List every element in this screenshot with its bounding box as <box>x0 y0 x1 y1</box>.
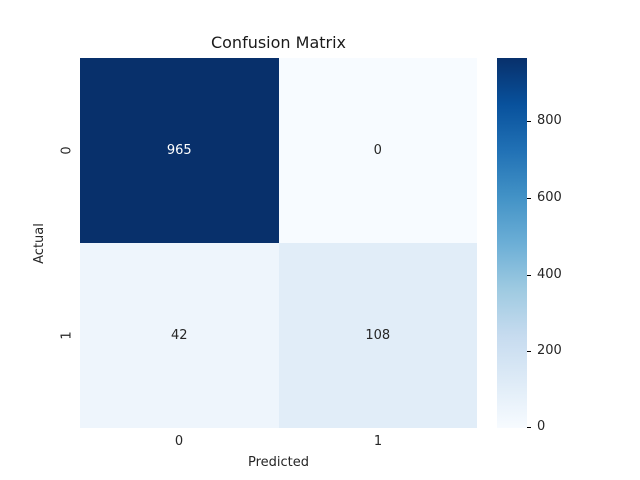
x-axis-label: Predicted <box>247 455 310 470</box>
y-tick-label-1: 1 <box>59 330 75 340</box>
colorbar-tick-label-200: 200 <box>537 343 562 358</box>
heatmap-grid: 965 0 42 108 <box>80 58 477 428</box>
heatmap-cell-true0-pred0: 965 <box>80 58 279 243</box>
y-tick-label-0: 0 <box>59 145 75 155</box>
heatmap-cell-true0-pred1: 0 <box>278 58 477 243</box>
colorbar-tick-label-400: 400 <box>537 267 562 282</box>
colorbar-gradient <box>497 58 527 428</box>
x-tick-label-1: 1 <box>373 434 383 449</box>
colorbar-tickmark-600 <box>527 198 531 199</box>
colorbar-tickmark-0 <box>527 427 531 428</box>
colorbar-tickmark-800 <box>527 121 531 122</box>
heatmap-cell-true1-pred0: 42 <box>80 243 279 428</box>
colorbar-tickmark-200 <box>527 351 531 352</box>
colorbar-tick-label-0: 0 <box>537 419 546 434</box>
y-axis-label: Actual <box>30 58 48 428</box>
colorbar-tick-label-600: 600 <box>537 190 562 205</box>
colorbar: 800 600 400 200 0 <box>497 58 587 434</box>
colorbar-tick-label-800: 800 <box>537 113 562 128</box>
y-axis-label-text: Actual <box>31 222 47 264</box>
x-tick-label-0: 0 <box>174 434 184 449</box>
colorbar-tickmark-400 <box>527 275 531 276</box>
heatmap-cell-true1-pred1: 108 <box>278 243 477 428</box>
chart-title: Confusion Matrix <box>210 33 347 52</box>
